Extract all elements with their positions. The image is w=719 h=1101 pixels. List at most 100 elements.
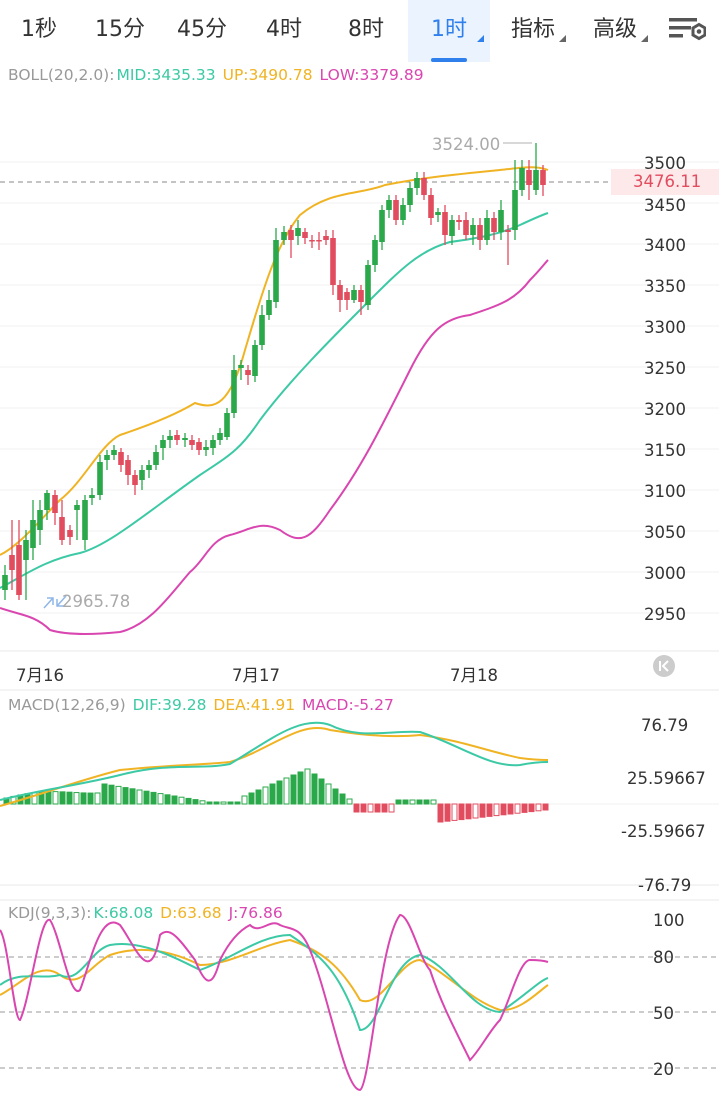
- candle-down: [421, 178, 427, 195]
- macd-histogram-bar: [213, 801, 220, 805]
- price-axis-label: 2950: [644, 605, 686, 624]
- candle-down: [59, 517, 65, 540]
- candle-up: [97, 462, 103, 495]
- candle-up: [386, 200, 392, 210]
- macd-histogram-bar: [178, 796, 185, 805]
- macd-histogram-bar: [479, 803, 486, 818]
- macd-histogram-bar: [171, 795, 178, 805]
- tab-45m[interactable]: 45分: [177, 17, 227, 42]
- candle-up: [407, 188, 413, 205]
- scroll-to-latest-icon[interactable]: [653, 655, 675, 677]
- tab-8h[interactable]: 8时: [348, 17, 384, 42]
- price-axis-label: 3350: [644, 277, 686, 296]
- period-tab-bar: 1秒 15分 45分 4时 8时 1时 指标 高级: [0, 0, 719, 62]
- candle-up: [498, 210, 504, 232]
- tab-4h[interactable]: 4时: [266, 17, 302, 42]
- macd-histogram-bar: [227, 801, 234, 805]
- macd-histogram-bar: [276, 780, 283, 805]
- candle-up: [400, 205, 406, 220]
- price-axis-label: 3100: [644, 482, 686, 501]
- macd-histogram-bar: [220, 801, 227, 805]
- macd-histogram-bar: [465, 803, 472, 820]
- macd-histogram-bar: [451, 803, 458, 821]
- macd-histogram-bar: [66, 791, 73, 805]
- candle-up: [351, 290, 357, 300]
- price-axis-label: 3300: [644, 318, 686, 337]
- candle-up: [281, 232, 287, 240]
- kdj-axis-label: 50: [653, 1004, 674, 1023]
- candle-up: [139, 470, 145, 480]
- candle-up: [533, 170, 539, 190]
- price-axis-label: 3450: [644, 196, 686, 215]
- tab-advanced-label: 高级: [592, 17, 637, 42]
- candle-up: [104, 455, 110, 460]
- settings-sliders-icon[interactable]: [666, 14, 706, 48]
- candle-down: [309, 240, 315, 242]
- tab-1h[interactable]: 1时: [408, 0, 490, 62]
- candle-down: [245, 370, 251, 375]
- kdj-axis-label: 100: [653, 911, 685, 930]
- macd-histogram-bar: [241, 795, 248, 805]
- macd-histogram-bar: [199, 800, 206, 805]
- macd-histogram-bar: [269, 783, 276, 805]
- macd-histogram-bar: [521, 803, 528, 813]
- tab-indicators[interactable]: 指标: [494, 0, 572, 62]
- macd-histogram-bar: [388, 803, 395, 813]
- macd-histogram-bar: [528, 803, 535, 813]
- candle-down: [302, 232, 308, 238]
- candle-up: [365, 265, 371, 305]
- boll-mid-value: MID:3435.33: [116, 66, 216, 84]
- macd-histogram-bar: [514, 803, 521, 814]
- macd-histogram-bar: [150, 791, 157, 805]
- macd-dea-line: [0, 727, 549, 807]
- candlestick-chart[interactable]: [0, 0, 719, 700]
- macd-histogram-bar: [367, 803, 374, 813]
- tab-15m[interactable]: 15分: [95, 17, 145, 42]
- candle-up: [414, 178, 420, 188]
- candle-down: [540, 170, 546, 185]
- macd-histogram-bar: [73, 792, 80, 805]
- macd-histogram-bar: [444, 803, 451, 822]
- kdj-legend: KDJ(9,3,3): K:68.08 D:63.68 J:76.86: [8, 904, 285, 922]
- candle-down: [52, 495, 58, 513]
- kdj-axis-label: 20: [653, 1060, 674, 1079]
- candle-down: [526, 170, 532, 185]
- candle-up: [295, 228, 301, 236]
- candle-down: [67, 530, 73, 537]
- candle-down: [125, 460, 131, 475]
- tab-indicators-label: 指标: [510, 17, 555, 42]
- candle-down: [491, 218, 497, 232]
- candle-up: [30, 520, 36, 548]
- candle-down: [323, 236, 329, 240]
- macd-histogram-bar: [416, 799, 423, 805]
- macd-axis-label: 76.79: [641, 716, 689, 735]
- boll-upper-line: [0, 166, 549, 556]
- macd-histogram-bar: [297, 771, 304, 805]
- candle-up: [44, 493, 50, 510]
- macd-histogram-bar: [332, 788, 339, 805]
- macd-histogram-bar: [360, 803, 367, 813]
- macd-histogram-bar: [346, 798, 353, 805]
- macd-histogram-bar: [87, 792, 94, 805]
- macd-histogram-bar: [248, 792, 255, 805]
- candle-up: [379, 210, 385, 242]
- candle-up: [167, 436, 173, 440]
- candle-up: [82, 500, 88, 540]
- kdj-legend-label: KDJ(9,3,3):: [8, 904, 92, 922]
- candle-up: [435, 212, 441, 215]
- candle-down: [196, 442, 202, 450]
- tab-1s[interactable]: 1秒: [21, 17, 57, 42]
- macd-dea-value: DEA:41.91: [213, 696, 296, 714]
- price-axis-label: 3050: [644, 523, 686, 542]
- macd-histogram-bar: [374, 803, 381, 813]
- macd-histogram-bar: [423, 799, 430, 805]
- candle-up: [2, 575, 8, 590]
- macd-histogram-bar: [80, 792, 87, 805]
- candle-up: [252, 345, 258, 376]
- tab-advanced[interactable]: 高级: [576, 0, 654, 62]
- candle-down: [477, 225, 483, 240]
- candle-down: [428, 195, 434, 218]
- dropdown-indicator-icon: [641, 35, 648, 42]
- boll-legend-label: BOLL(20,2.0):: [8, 66, 115, 84]
